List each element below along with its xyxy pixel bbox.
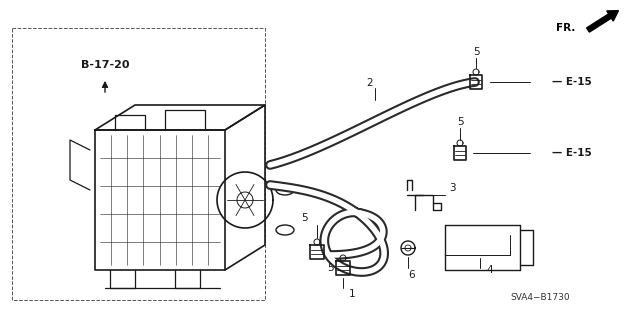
Text: FR.: FR.	[556, 23, 575, 33]
Text: 5: 5	[326, 263, 333, 273]
Text: 5: 5	[473, 47, 479, 57]
Text: B-17-20: B-17-20	[81, 60, 129, 70]
Text: 5: 5	[301, 213, 308, 223]
Text: 5: 5	[457, 117, 463, 127]
Text: SVA4−B1730: SVA4−B1730	[510, 293, 570, 302]
Text: 1: 1	[349, 289, 355, 299]
Text: 4: 4	[486, 265, 493, 275]
FancyArrow shape	[587, 11, 618, 32]
Text: 3: 3	[449, 183, 455, 193]
Text: 2: 2	[367, 78, 373, 88]
Text: — E-15: — E-15	[552, 77, 592, 87]
Text: 6: 6	[409, 270, 415, 280]
Text: — E-15: — E-15	[552, 148, 592, 158]
